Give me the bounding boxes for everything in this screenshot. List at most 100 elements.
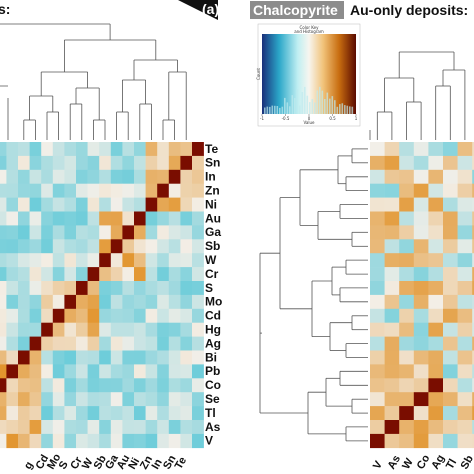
heatmap-a-cell <box>168 433 181 449</box>
heatmap-a-cell <box>0 406 7 421</box>
heatmap-b-cell <box>370 281 385 296</box>
heatmap-a-cell <box>180 378 193 393</box>
heatmap-a-cell <box>168 392 181 407</box>
heatmap-a-cell <box>6 322 19 337</box>
heatmap-a-cell <box>76 239 88 254</box>
heatmap-a-cell <box>180 225 193 240</box>
heatmap-a-cell <box>157 364 170 379</box>
heatmap-b-cell <box>443 197 458 212</box>
heatmap-a-cell <box>76 322 88 337</box>
heatmap-a-cell <box>18 267 30 282</box>
heatmap-b-cell <box>384 364 400 379</box>
heatmap-b-cell <box>399 183 415 198</box>
heatmap-a-cell <box>6 281 19 296</box>
heatmap-a-cell <box>6 253 19 268</box>
heatmap-b-cell <box>384 308 400 323</box>
heatmap-a-cell <box>110 308 123 323</box>
heatmap-a-cell <box>0 155 7 171</box>
heatmap-b-cell <box>428 281 444 296</box>
heatmap-a-cell <box>52 225 65 240</box>
row-label-as: As <box>205 420 221 434</box>
heatmap-a-cell <box>0 225 7 240</box>
heatmap-a-cell <box>145 392 158 407</box>
heatmap-a-cell <box>41 350 54 365</box>
heatmap-a-cell <box>41 155 54 171</box>
heatmap-a-cell <box>180 211 193 226</box>
heatmap-a-cell <box>29 392 42 407</box>
row-label-sn: Sn <box>205 156 220 170</box>
row-label-s: S <box>205 281 213 295</box>
heatmap-a-cell <box>76 281 88 296</box>
panel-label-triangle <box>178 0 218 20</box>
heatmap-b-cell <box>443 406 458 421</box>
heatmap-a-cell <box>0 433 7 449</box>
heatmap-a-cell <box>41 433 54 449</box>
heatmap-a-cell <box>180 420 193 435</box>
panel-b-col-label-v: V <box>371 459 385 472</box>
heatmap-b-cell <box>443 308 458 323</box>
heatmap-b-cell <box>472 197 474 212</box>
heatmap-a-cell <box>76 155 88 171</box>
heatmap-a-cell <box>192 322 204 337</box>
heatmap-a-cell <box>168 197 181 212</box>
color-key-histogram-bar <box>296 89 299 114</box>
heatmap-a-cell <box>41 211 54 226</box>
color-key-histogram-bar <box>344 105 346 114</box>
heatmap-a-cell <box>134 322 146 337</box>
heatmap-a-cell <box>29 350 42 365</box>
heatmap-a-cell <box>76 406 88 421</box>
heatmap-a-cell <box>157 169 170 184</box>
color-key-histogram-bar <box>299 105 301 114</box>
heatmap-a-cell <box>134 378 146 393</box>
heatmap-a-cell <box>76 197 88 212</box>
heatmap-a-cell <box>64 169 77 184</box>
heatmap-a-cell <box>99 364 112 379</box>
heatmap-a-cell <box>29 336 42 351</box>
heatmap-a-cell <box>76 350 88 365</box>
heatmap-a-cell <box>41 364 54 379</box>
heatmap-b-cell <box>472 406 474 421</box>
heatmap-a-cell <box>29 197 42 212</box>
heatmap-a-cell <box>29 433 42 449</box>
heatmap-a-cell <box>87 336 100 351</box>
color-key-histogram-bar <box>291 95 294 114</box>
heatmap-a-cell <box>18 281 30 296</box>
heatmap-b-cell <box>472 433 474 449</box>
heatmap-a-cell <box>192 420 204 435</box>
heatmap-a-cell <box>64 142 77 157</box>
heatmap-a-cell <box>192 155 204 171</box>
heatmap-b-cell <box>384 197 400 212</box>
heatmap-a-cell <box>134 142 146 157</box>
heatmap-b-cell <box>472 281 474 296</box>
heatmap-a-cell <box>64 420 77 435</box>
color-key-histogram-bar <box>284 97 286 114</box>
heatmap-a-cell <box>6 406 19 421</box>
heatmap-a-cell <box>41 267 54 282</box>
color-key-histogram-bar <box>304 86 306 114</box>
heatmap-a-cell <box>192 406 204 421</box>
heatmap-a-cell <box>41 253 54 268</box>
heatmap-a-cell <box>157 433 170 449</box>
heatmap-a-cell <box>6 392 19 407</box>
heatmap-a-cell <box>122 350 135 365</box>
heatmap-a-cell <box>192 308 204 323</box>
heatmap-a-cell <box>192 197 204 212</box>
heatmap-a-cell <box>18 308 30 323</box>
heatmap-b-cell <box>428 155 444 171</box>
heatmap-b-cell <box>413 433 429 449</box>
heatmap-a-cell <box>122 378 135 393</box>
color-key-xlabel: Value <box>304 120 316 125</box>
heatmap-b-cell <box>413 155 429 171</box>
panel-b-col-label-sb: Sb <box>459 453 474 471</box>
heatmap-a-cell <box>168 239 181 254</box>
heatmap-a-cell <box>64 433 77 449</box>
heatmap-a-cell <box>18 169 30 184</box>
heatmap-b-cell <box>472 155 474 171</box>
heatmap-a-cell <box>87 350 100 365</box>
heatmap-b-cell <box>428 253 444 268</box>
heatmap-a-cell <box>64 239 77 254</box>
heatmap-a-cell <box>134 281 146 296</box>
heatmap-b-cell <box>399 239 415 254</box>
heatmap-b-cell <box>413 183 429 198</box>
